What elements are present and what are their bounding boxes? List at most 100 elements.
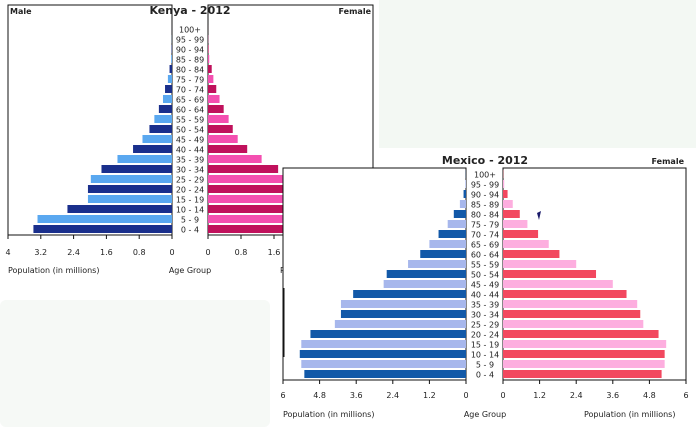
kenya-male-bar (117, 155, 172, 163)
kenya-tick-label: 3.2 (34, 248, 47, 257)
kenya-age-group-label: 75 - 79 (176, 76, 204, 85)
kenya-male-bar (162, 95, 172, 103)
kenya-chart-title: Kenya - 2012 (149, 4, 230, 17)
kenya-age-group-label: 15 - 19 (176, 196, 204, 205)
kenya-male-bar (158, 105, 172, 113)
mexico-tick-label: 1.2 (533, 391, 546, 400)
mexico-age-group-label: 90 - 94 (471, 191, 499, 200)
mexico-female-bar (503, 350, 665, 358)
background-panel (379, 0, 696, 148)
kenya-female-bar (208, 155, 262, 163)
kenya-age-group-label: 65 - 69 (176, 96, 204, 105)
mexico-age-group-label: 40 - 44 (471, 291, 499, 300)
mexico-female-bar (503, 220, 528, 228)
mexico-female-bar (503, 250, 560, 258)
mexico-female-bar (503, 290, 627, 298)
mexico-male-bar (340, 310, 466, 318)
kenya-male-bar (167, 75, 172, 83)
kenya-age-group-label: 30 - 34 (176, 166, 204, 175)
kenya-female-bar (208, 75, 214, 83)
kenya-male-bar (67, 205, 172, 213)
mexico-tick-label: 0 (463, 391, 468, 400)
mexico-female-bar (503, 280, 613, 288)
kenya-female-bar (208, 65, 212, 73)
kenya-age-group-label: 45 - 49 (176, 136, 204, 145)
kenya-female-bar (208, 45, 209, 53)
kenya-age-group-label: 0 - 4 (181, 226, 199, 235)
kenya-male-bar (87, 185, 172, 193)
mexico-age-group-label: 60 - 64 (471, 251, 499, 260)
mexico-male-bar (447, 220, 466, 228)
mexico-male-bar (340, 300, 466, 308)
kenya-female-bar (208, 175, 289, 183)
mexico-age-group-label: 50 - 54 (471, 271, 499, 280)
mexico-chart-title: Mexico - 2012 (442, 154, 528, 167)
kenya-age-group-label: 80 - 84 (176, 66, 204, 75)
kenya-age-group-label: 20 - 24 (176, 186, 204, 195)
mexico-age-group-label: 5 - 9 (476, 361, 494, 370)
mexico-male-bar (301, 360, 466, 368)
kenya-female-header: Female (339, 7, 372, 16)
kenya-male-bar (154, 115, 172, 123)
mexico-male-bar (465, 180, 466, 188)
mexico-age-group-label: 65 - 69 (471, 241, 499, 250)
mexico-female-bar (503, 240, 549, 248)
mexico-age-group-label: 80 - 84 (471, 211, 499, 220)
kenya-male-bar (37, 215, 172, 223)
kenya-male-bar (33, 225, 172, 233)
mexico-age-group-label: 20 - 24 (471, 331, 499, 340)
mexico-age-group-label: 0 - 4 (476, 371, 494, 380)
mexico-male-bar (429, 240, 466, 248)
mexico-female-header: Female (652, 157, 685, 166)
cursor-mark (537, 211, 541, 220)
kenya-female-bar (208, 205, 314, 213)
kenya-female-bar (208, 165, 279, 173)
mexico-female-bar (503, 210, 520, 218)
mexico-female-bar (503, 320, 644, 328)
mexico-tick-label: 4.8 (313, 391, 326, 400)
kenya-female-bar (208, 225, 349, 233)
kenya-female-bar (208, 95, 220, 103)
kenya-female-bar (208, 85, 217, 93)
mexico-tick-label: 0 (500, 391, 505, 400)
mexico-age-group-label: 35 - 39 (471, 301, 499, 310)
kenya-female-bar (208, 115, 229, 123)
kenya-age-group-label: 60 - 64 (176, 106, 204, 115)
kenya-age-group-label: 70 - 74 (176, 86, 204, 95)
kenya-tick-label: 0.8 (133, 248, 146, 257)
mexico-age-group-label: 15 - 19 (471, 341, 499, 350)
kenya-tick-label: 0 (205, 248, 210, 257)
kenya-male-bar (101, 165, 172, 173)
mexico-age-group-label: 55 - 59 (471, 261, 499, 270)
mexico-female-bar (503, 370, 662, 378)
kenya-tick-label: 1.6 (100, 248, 113, 257)
kenya-tick-label: 0.8 (235, 248, 248, 257)
mexico-male-bar (408, 260, 466, 268)
kenya-age-group-label: 85 - 89 (176, 56, 204, 65)
mexico-female-bar (503, 300, 638, 308)
kenya-age-group-label: 5 - 9 (181, 216, 199, 225)
mexico-x-axis-label-center: Age Group (464, 410, 506, 419)
kenya-male-bar (169, 65, 172, 73)
kenya-age-group-label: 55 - 59 (176, 116, 204, 125)
mexico-male-bar (420, 250, 466, 258)
kenya-male-bar (165, 85, 172, 93)
mexico-male-bar (334, 320, 466, 328)
kenya-male-bar (87, 195, 172, 203)
mexico-male-bar (310, 330, 466, 338)
kenya-age-group-label: 10 - 14 (176, 206, 204, 215)
mexico-tick-label: 6 (280, 391, 285, 400)
mexico-age-group-label: 10 - 14 (471, 351, 499, 360)
mexico-male-bar (463, 190, 466, 198)
kenya-age-group-label: 25 - 29 (176, 176, 204, 185)
mexico-male-bar (304, 370, 466, 378)
mexico-age-group-label: 85 - 89 (471, 201, 499, 210)
kenya-age-group-label: 100+ (179, 26, 201, 35)
kenya-male-header: Male (10, 7, 32, 16)
kenya-tick-label: 4 (5, 248, 10, 257)
mexico-tick-label: 2.4 (570, 391, 583, 400)
mexico-male-bar (453, 210, 466, 218)
mexico-female-bar (503, 180, 505, 188)
kenya-age-group-label: 50 - 54 (176, 126, 204, 135)
kenya-x-axis-label-left: Population (in millions) (8, 266, 99, 275)
